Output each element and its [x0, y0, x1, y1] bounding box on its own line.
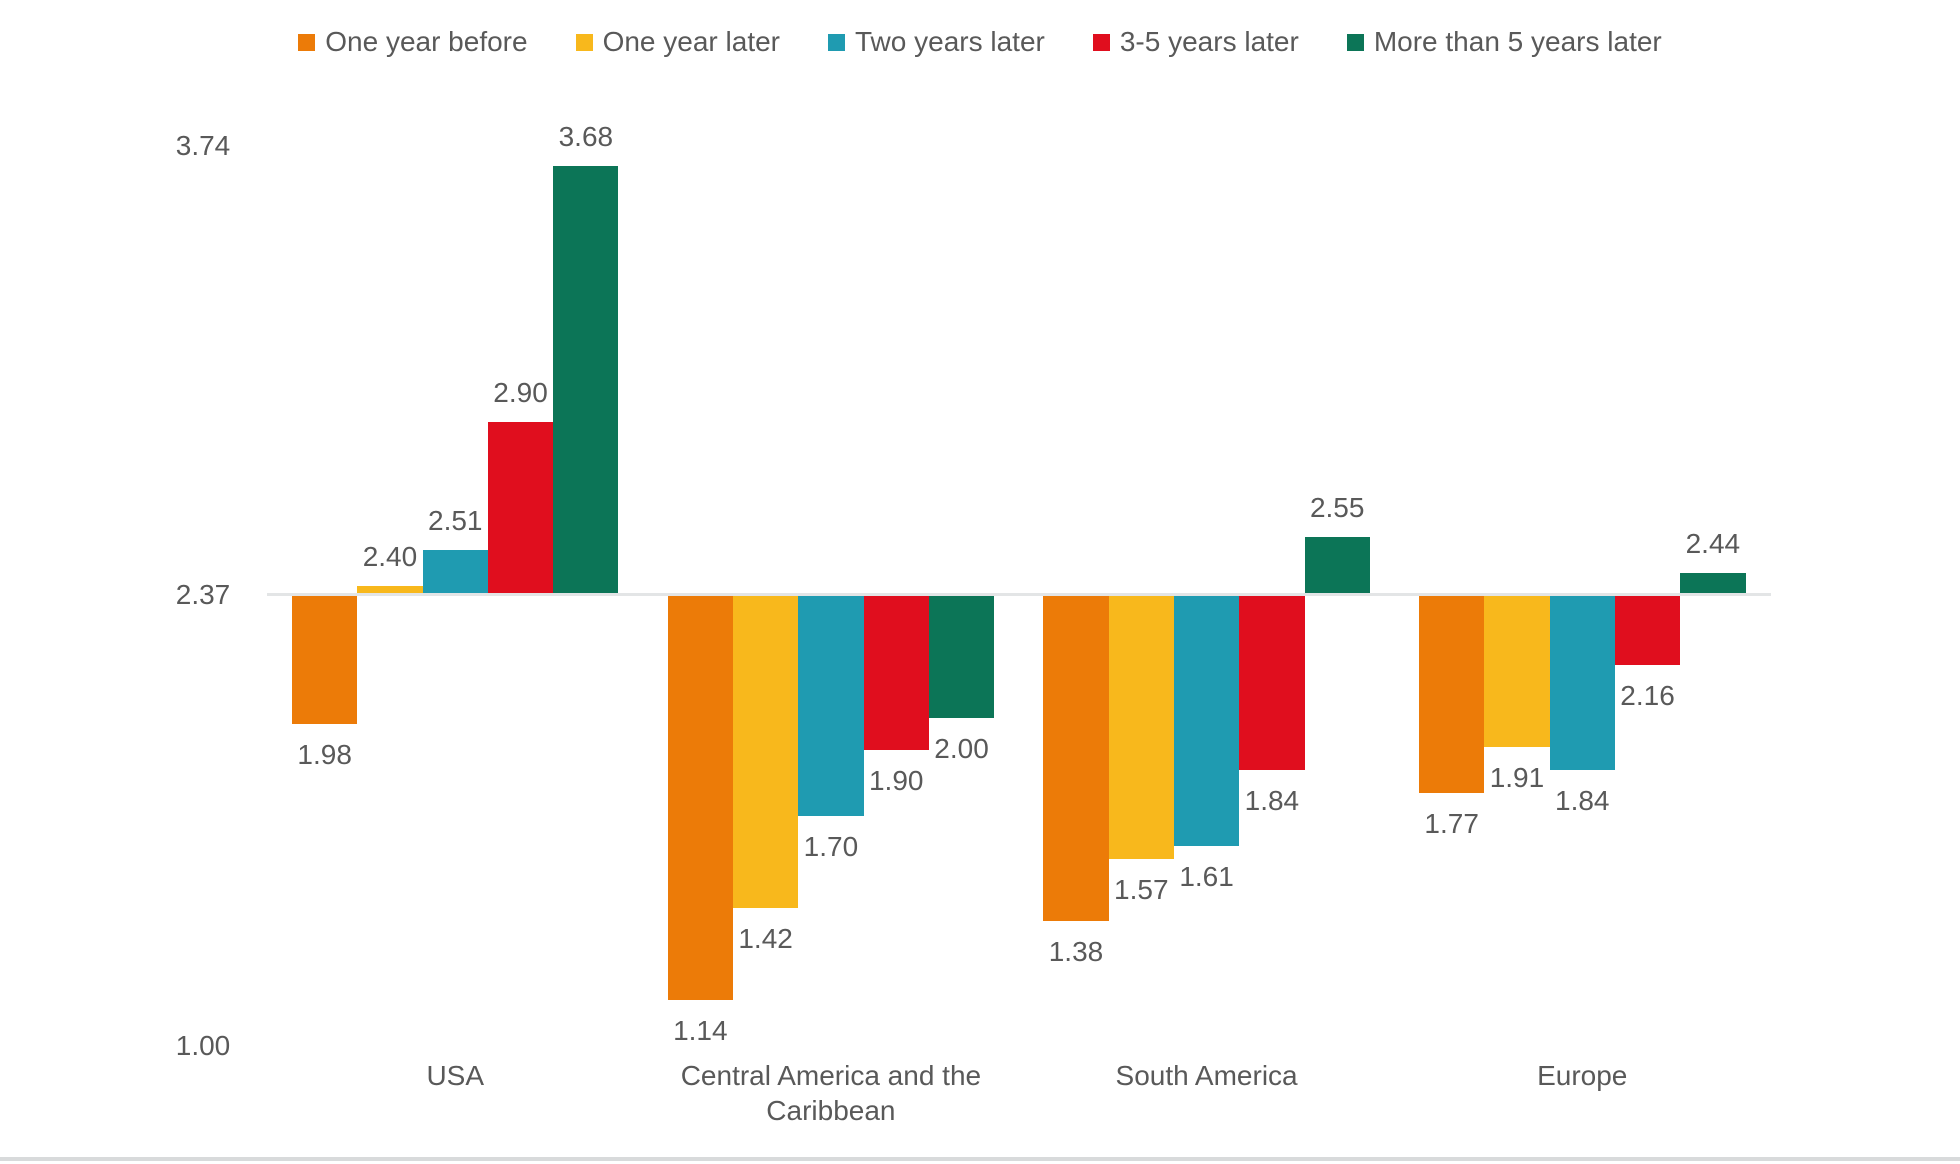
- bar-value-label: 2.44: [1685, 528, 1741, 559]
- bar-series0-cat2: [1043, 596, 1109, 922]
- bar-series1-cat1: [732, 596, 799, 909]
- bar-value-label: 1.84: [1244, 785, 1300, 817]
- bar-series0-cat0: [292, 596, 358, 725]
- bar-value-label: 1.14: [673, 1015, 728, 1046]
- legend-label: Two years later: [855, 26, 1045, 57]
- bar-series1-cat3: [1484, 596, 1550, 748]
- bar-series2-cat3: [1549, 596, 1615, 771]
- bar-series0-cat3: [1419, 596, 1485, 794]
- category-label-2: South America: [1115, 1060, 1298, 1091]
- legend-swatch-icon: [828, 33, 845, 51]
- bar-series4-cat2: [1304, 536, 1370, 596]
- bar-series2-cat0: [422, 550, 488, 596]
- chart-legend: One year before One year later Two years l…: [0, 26, 1960, 58]
- bar-series3-cat1: [863, 596, 929, 751]
- bar-value-label: 1.38: [1048, 936, 1104, 968]
- bottom-border-line: [0, 1157, 1960, 1161]
- legend-swatch-icon: [575, 33, 593, 51]
- bar-value-label: 1.77: [1424, 808, 1479, 840]
- bar-value-label: 2.55: [1309, 491, 1365, 523]
- bar-value-label: 1.84: [1555, 785, 1610, 817]
- bar-series1-cat0: [357, 586, 423, 596]
- bar-series4-cat3: [1680, 573, 1746, 596]
- bar-series2-cat2: [1173, 596, 1240, 846]
- bar-series0-cat1: [667, 596, 733, 1000]
- y-axis-label-min: 1.00: [175, 1030, 231, 1061]
- y-axis-label-max: 3.74: [175, 130, 231, 161]
- legend-label: One year later: [602, 26, 780, 57]
- bar-value-label: 1.91: [1489, 762, 1545, 794]
- legend-item-3: 3-5 years later: [1092, 26, 1299, 58]
- legend-swatch-icon: [1346, 33, 1364, 51]
- bar-value-label: 1.70: [803, 831, 859, 863]
- bar-series2-cat1: [798, 596, 864, 817]
- bar-series3-cat0: [487, 421, 554, 596]
- category-label-3: Europe: [1537, 1060, 1628, 1091]
- bar-value-label: 2.40: [362, 541, 418, 573]
- bar-value-label: 1.61: [1179, 860, 1234, 892]
- bar-value-label: 2.00: [934, 732, 989, 764]
- bar-value-label: 2.16: [1620, 679, 1675, 711]
- category-label-1: Central America and the Caribbean: [680, 1060, 982, 1126]
- legend-item-4: More than 5 years later: [1346, 26, 1662, 58]
- x-axis-baseline-line: [267, 593, 1771, 596]
- legend-item-0: One year before: [298, 26, 528, 58]
- legend-item-2: Two years later: [828, 26, 1045, 58]
- category-label-0: USA: [426, 1060, 485, 1091]
- bar-series4-cat0: [553, 165, 619, 596]
- bar-value-label: 1.57: [1114, 873, 1169, 905]
- bar-series4-cat1: [928, 596, 995, 718]
- bar-value-label: 3.68: [558, 120, 614, 152]
- bar-series1-cat2: [1108, 596, 1174, 859]
- bar-series3-cat2: [1239, 596, 1305, 771]
- legend-label: 3-5 years later: [1119, 26, 1299, 57]
- bar-value-label: 1.42: [738, 923, 793, 955]
- legend-swatch-icon: [1092, 33, 1110, 51]
- legend-swatch-icon: [298, 33, 316, 51]
- bar-value-label: 1.98: [297, 739, 352, 771]
- legend-item-1: One year later: [575, 26, 780, 58]
- bar-value-label: 2.51: [428, 505, 483, 536]
- legend-label: One year before: [325, 26, 528, 57]
- bar-series3-cat3: [1614, 596, 1681, 665]
- bar-value-label: 2.90: [493, 376, 548, 408]
- legend-label: More than 5 years later: [1373, 26, 1662, 57]
- bar-value-label: 1.90: [868, 765, 924, 797]
- y-axis-label-baseline: 2.37: [175, 579, 231, 610]
